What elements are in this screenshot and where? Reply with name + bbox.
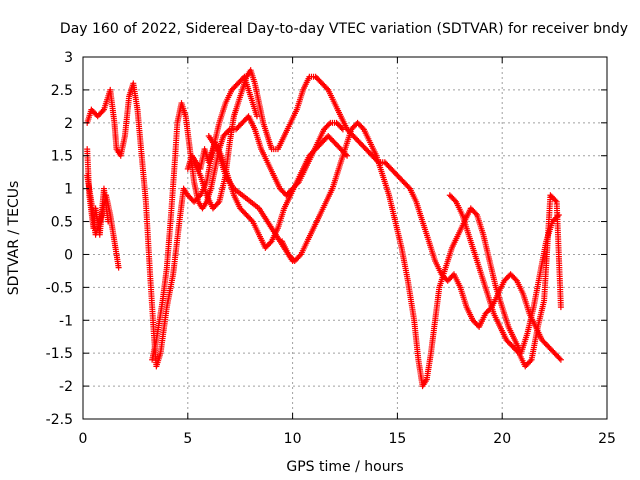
data-marks <box>84 67 564 390</box>
data-point <box>527 358 534 365</box>
data-point <box>105 218 112 225</box>
chart-title: Day 160 of 2022, Sidereal Day-to-day VTE… <box>60 21 628 37</box>
x-tick-label: 5 <box>183 431 192 447</box>
series-track-8 <box>446 192 564 370</box>
data-point <box>472 210 479 217</box>
data-point <box>451 197 458 204</box>
data-point <box>99 107 106 114</box>
x-tick-label: 0 <box>79 431 88 447</box>
y-tick-label: 3 <box>64 50 73 66</box>
data-point <box>253 113 260 120</box>
data-point <box>344 152 351 159</box>
y-tick-label: 1.5 <box>51 149 73 165</box>
data-point <box>326 121 333 128</box>
data-point <box>405 184 412 191</box>
data-point <box>557 304 564 311</box>
series-track-6 <box>191 67 564 363</box>
y-tick-label: 2.5 <box>51 83 73 99</box>
series-track-5 <box>184 132 351 251</box>
y-tick-label: 0 <box>64 247 73 263</box>
y-tick-label: -0.5 <box>46 280 73 296</box>
y-tick-label: -2 <box>59 379 73 395</box>
data-point <box>289 258 296 265</box>
x-tick-label: 10 <box>284 431 302 447</box>
series-track-7 <box>279 119 562 390</box>
x-axis-title: GPS time / hours <box>286 459 403 475</box>
y-axis-title: SDTVAR / TECUs <box>6 181 22 296</box>
y-tick-label: 1 <box>64 182 73 198</box>
data-point <box>323 85 330 92</box>
data-point <box>359 125 366 132</box>
series-track-9 <box>205 132 296 265</box>
data-point <box>514 348 521 355</box>
x-tick-label: 20 <box>493 431 511 447</box>
data-point <box>214 200 221 207</box>
data-point <box>248 217 255 224</box>
data-point <box>556 355 563 362</box>
axis-ticks: -2.5 -2 -1.5 -1 -0.5 0 0.5 1 1.5 2 2.5 3 0 5 10 15 20 25 <box>46 50 616 447</box>
data-point <box>267 239 274 246</box>
plot-frame <box>82 56 608 420</box>
x-tick-label: 15 <box>388 431 406 447</box>
series-track-3 <box>84 146 112 238</box>
y-tick-label: -1 <box>59 313 73 329</box>
data-point <box>557 356 564 363</box>
data-point <box>296 252 303 259</box>
y-tick-label: -2.5 <box>46 412 73 428</box>
data-point <box>552 197 559 204</box>
x-tick-label: 25 <box>598 431 616 447</box>
y-tick-label: 2 <box>64 116 73 132</box>
y-tick-label: 0.5 <box>51 215 73 231</box>
data-point <box>115 264 122 271</box>
data-point <box>512 276 519 283</box>
y-tick-label: -1.5 <box>46 346 73 362</box>
